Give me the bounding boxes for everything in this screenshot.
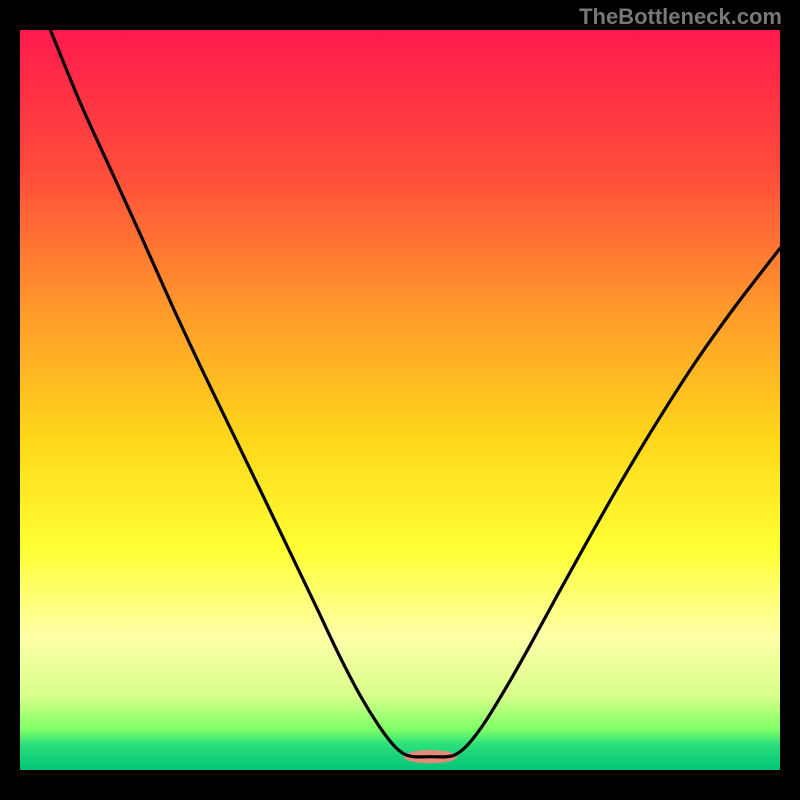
watermark-text: TheBottleneck.com — [579, 4, 782, 30]
chart-frame: TheBottleneck.com — [0, 0, 800, 800]
bottleneck-chart — [20, 30, 780, 770]
gradient-background — [20, 30, 780, 770]
plot-area — [20, 30, 780, 770]
